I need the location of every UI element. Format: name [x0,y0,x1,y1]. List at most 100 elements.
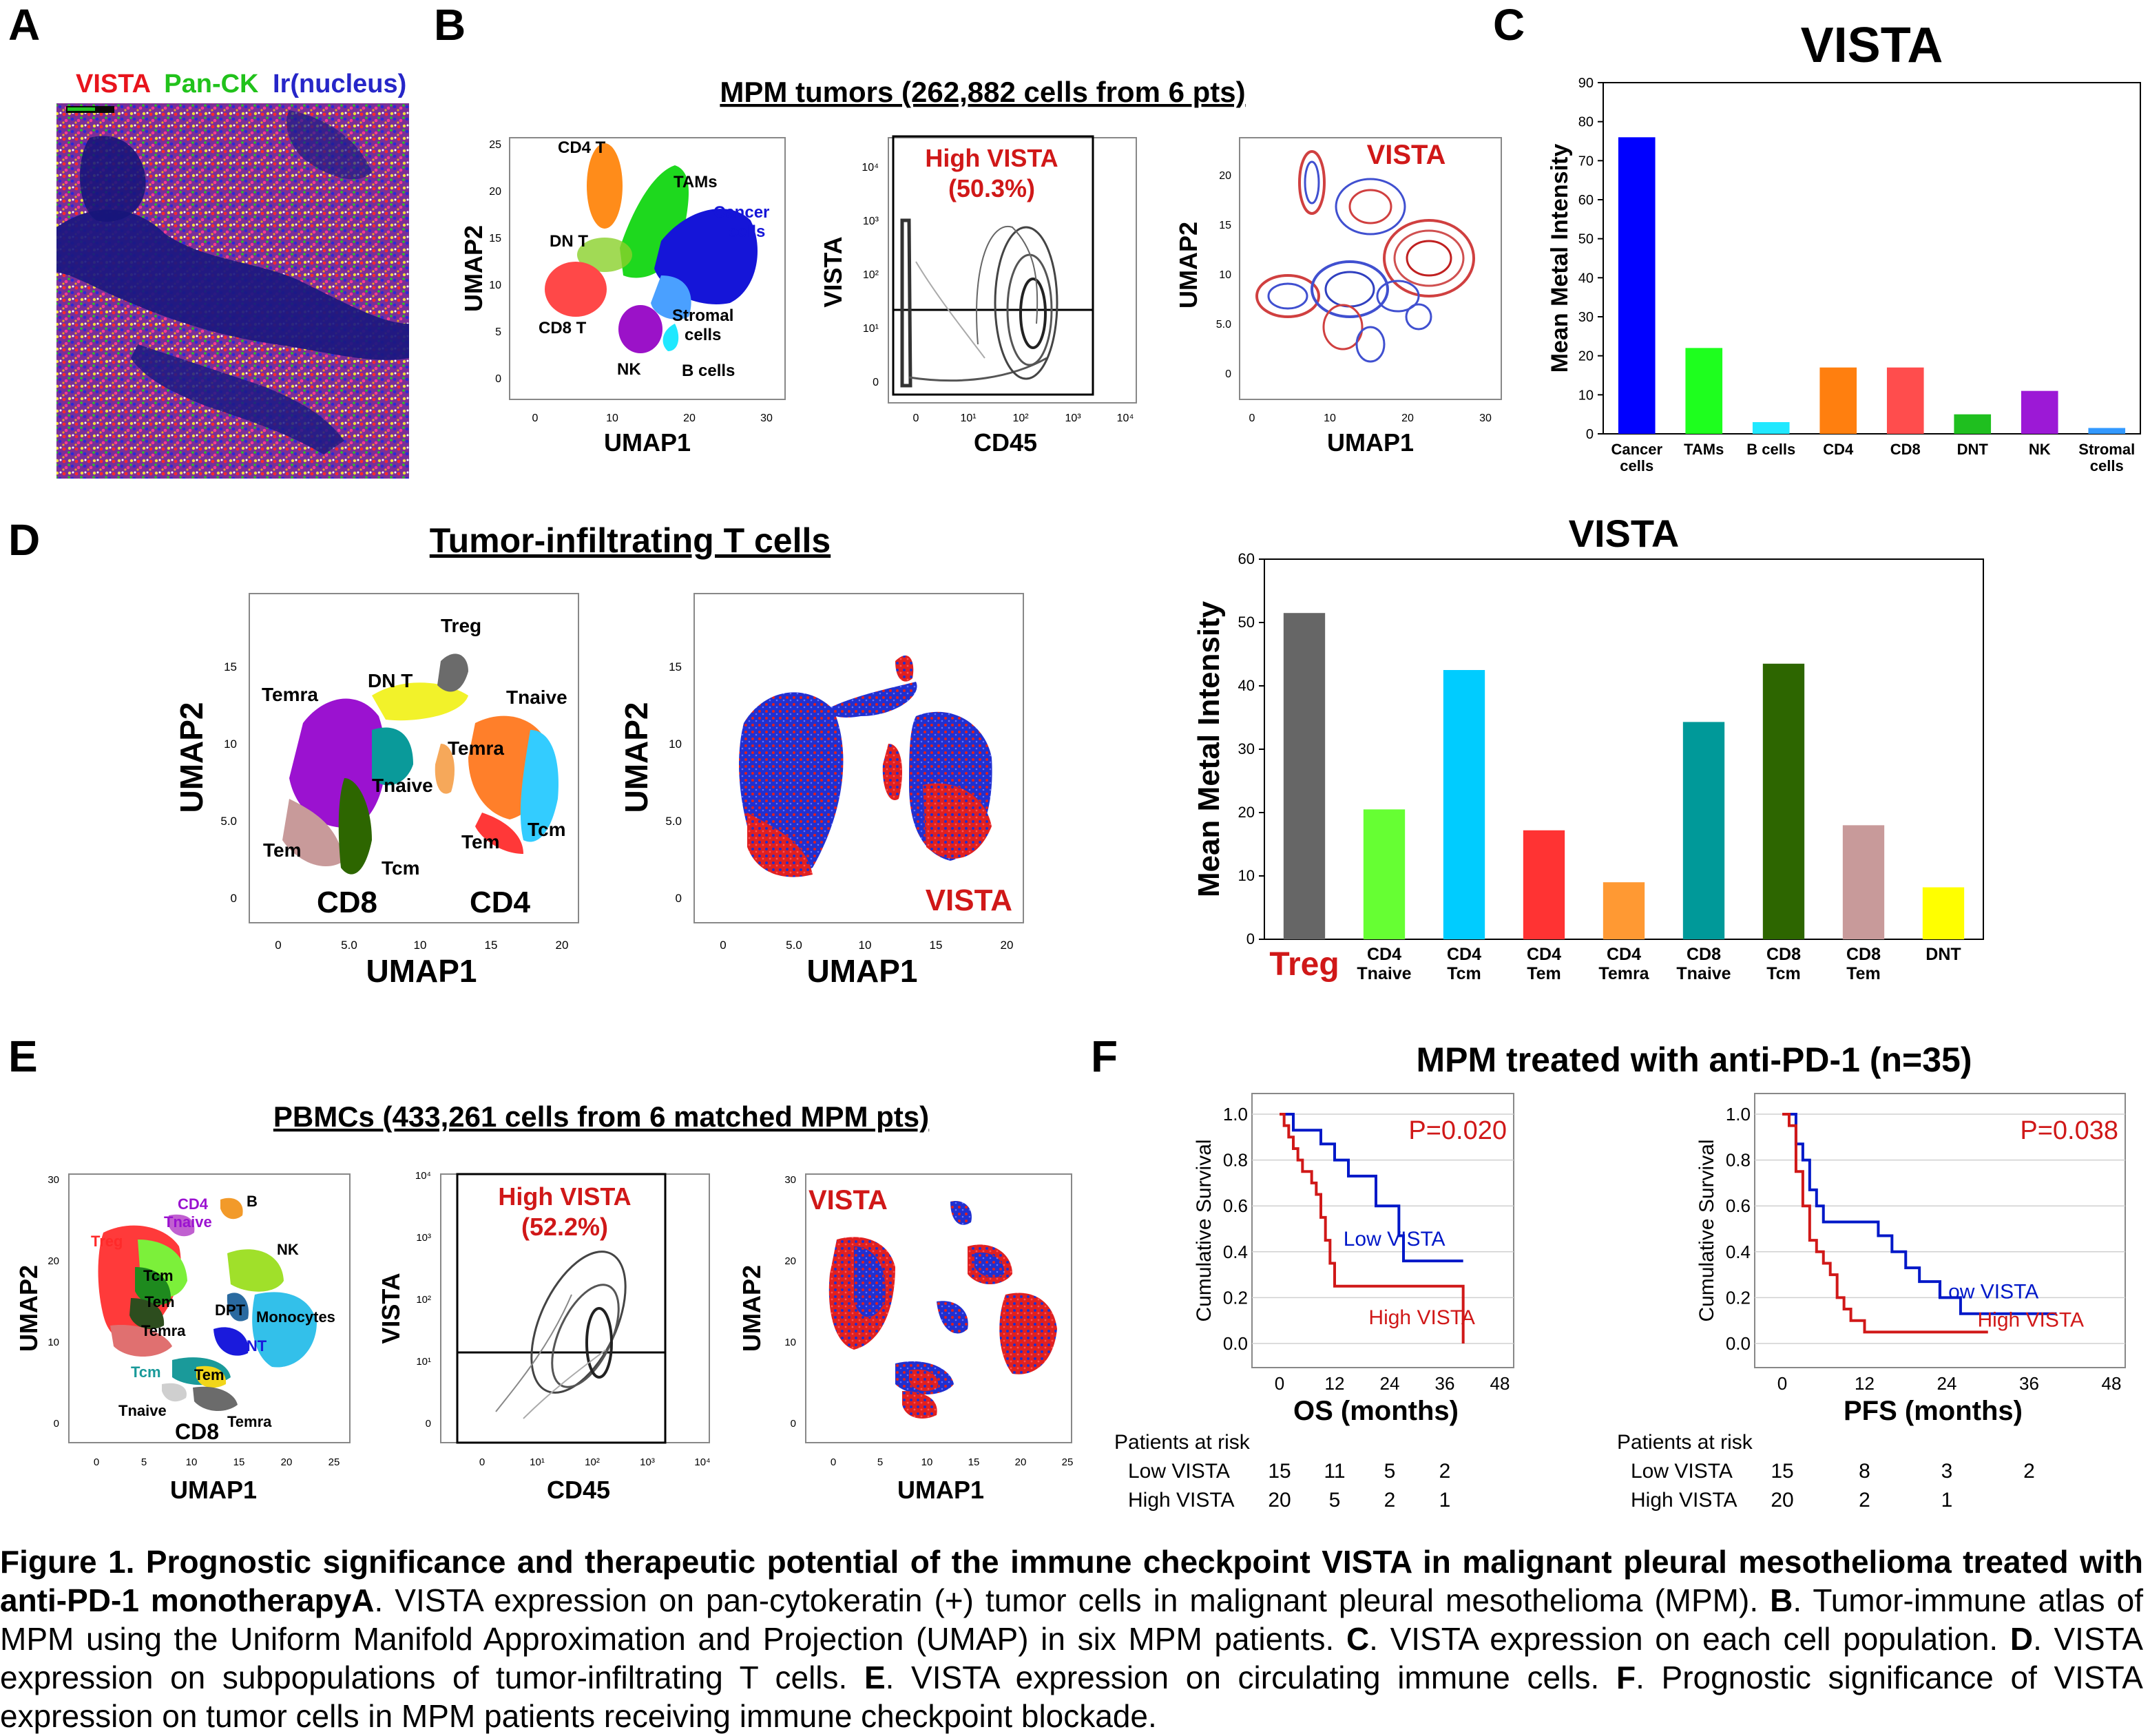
x-tick-label: 25 [1062,1456,1074,1468]
y-tick-label: 60 [1238,550,1255,567]
umap-label-temra8: Temra [227,1413,272,1430]
risk-value: 1 [1941,1489,1953,1512]
umap-label-tcm4: Tcm [528,819,566,840]
y-tick-label: 0.2 [1726,1287,1751,1308]
umap-label-temra: Temra [141,1322,186,1339]
risk-value: 1 [1439,1489,1451,1512]
legend-panck: Pan-CK [164,70,259,98]
panel-d-umap: Treg Temra DN T Tnaive Temra Tnaive Tem … [174,593,579,989]
y-tick-label: 0.4 [1726,1242,1751,1262]
x-tick-label: 20 [556,939,569,952]
y-tick-label: 80 [1578,115,1594,130]
x-tick-label: CD8 [1846,945,1881,964]
x-tick-label: 10² [1012,412,1029,424]
x-tick-label: 36 [2019,1373,2039,1394]
x-tick-label: Cancer [1611,441,1662,458]
y-tick-label: 30 [1238,740,1255,757]
x-tick-label: 0 [1275,1373,1284,1394]
chart-title: VISTA [1569,512,1680,555]
y-tick-label: 30 [48,1174,59,1186]
umap-label-cd4t: CD4 T [558,138,606,157]
x-tick-label: cells [1620,457,1653,474]
y-tick-label: 10 [48,1337,59,1348]
x-tick-label: CD4 [1447,945,1481,964]
x-tick-label: 0 [1249,412,1255,424]
axis-xlabel: CD45 [974,428,1037,457]
caption-text: . Prognostic significance of VISTA expre… [0,1660,2143,1734]
umap-label-tnaive8: Tnaive [372,775,433,796]
x-tick-label: 10 [186,1456,198,1468]
panel-e-umap: CD4 Tnaive B Treg NK Tcm Tem DPT Monocyt… [14,1173,351,1504]
axis-ylabel: Cumulative Survival [1695,1139,1718,1321]
umap-label-treg: Treg [441,615,481,636]
axis-ylabel: UMAP2 [14,1265,43,1352]
axis-ylabel: UMAP2 [174,702,209,813]
panel-letter-a: A [8,0,40,50]
axis-ylabel: UMAP2 [459,225,488,312]
x-tick-label: cells [2090,457,2124,474]
axis-ylabel: VISTA [819,236,847,307]
x-tick-label: 10 [921,1456,933,1468]
y-tick-label: 0 [1225,368,1231,380]
caption-panel-ref: D [2010,1621,2034,1657]
axis-xlabel: UMAP1 [1327,428,1414,457]
axis-xlabel: UMAP1 [897,1476,984,1504]
y-tick-label: 10¹ [416,1356,431,1368]
axis-ylabel: UMAP2 [1174,222,1202,308]
y-tick-label: 0.6 [1726,1195,1751,1216]
risk-row-label: High VISTA [1631,1489,1737,1512]
panel-e-flow: High VISTA (52.2%) 0 10¹ 10² 10³ 10⁴ 0 10¹ 10²… [377,1170,711,1504]
umap-label-dnt: DNT [236,1337,267,1355]
x-tick-label: 36 [1435,1373,1455,1394]
x-tick-label: 10 [859,939,872,952]
umap-label-tcm: Tcm [143,1267,174,1284]
umap-label-tnaive8: Tnaive [118,1402,167,1419]
x-tick-label: 5 [877,1456,883,1468]
axis-ylabel: Mean Metal Intensity [1547,144,1573,373]
bar [1819,367,1857,434]
x-tick-label: 0 [1777,1373,1787,1394]
y-tick-label: 10 [669,738,682,751]
bar [1682,722,1725,939]
y-tick-label: 20 [1219,170,1231,182]
bar [1954,414,1992,434]
bar [1603,882,1645,939]
x-tick-label: DNT [1925,945,1961,964]
x-tick-label: 12 [1325,1373,1345,1394]
risk-value: 11 [1324,1460,1345,1483]
risk-header: Patients at risk [1114,1431,1251,1454]
y-tick-label: 25 [489,139,501,151]
panel-b-umap: CD4 T TAMs Cancer cells DN T CD8 T Strom… [459,137,786,457]
vista-label: VISTA [808,1185,888,1215]
series-label: High VISTA [1368,1306,1475,1329]
x-tick-label: CD8 [1890,441,1921,458]
umap-label-bcells: B cells [682,362,735,380]
caption-text: . VISTA expression on pan-cytokeratin (+… [374,1582,1771,1618]
axis-ylabel: Cumulative Survival [1193,1139,1215,1321]
umap-label-tem8: Tem [194,1366,225,1383]
risk-value: 20 [1771,1489,1793,1512]
x-tick-label: 15 [968,1456,980,1468]
y-tick-label: 20 [1238,804,1255,821]
y-tick-label: 30 [784,1174,796,1186]
y-tick-label: 20 [1578,349,1594,364]
risk-value: 5 [1384,1460,1396,1483]
x-tick-label: 0 [479,1456,485,1468]
series-label: High VISTA [1978,1308,2085,1331]
y-tick-label: 10 [1238,867,1255,884]
panel-letter-c: C [1493,0,1525,50]
x-tick-label: 20 [281,1456,293,1468]
panel-e-title: PBMCs (433,261 cells from 6 matched MPM … [273,1100,929,1133]
x-tick-label: 48 [1490,1373,1510,1394]
umap-label-temra8: Temra [262,684,318,705]
bar [1685,348,1723,434]
bar [1886,367,1924,434]
bar [2021,390,2058,434]
x-tick-label: 20 [1401,412,1414,424]
axis-xlabel: PFS (months) [1844,1396,2023,1426]
x-tick-label: 10 [606,412,618,424]
y-tick-label: 0 [426,1418,431,1430]
